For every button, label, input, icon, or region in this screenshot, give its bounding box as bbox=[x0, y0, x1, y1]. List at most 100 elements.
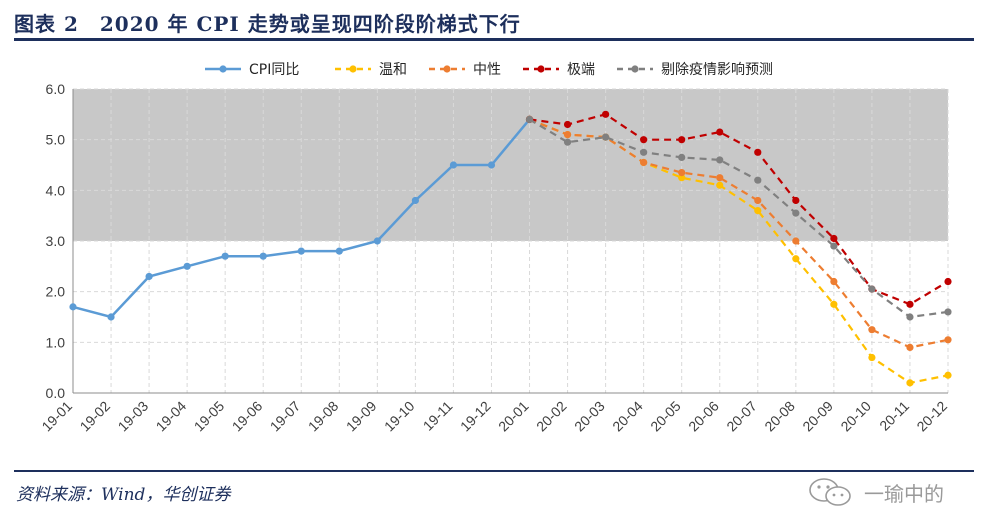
x-tick-label: 19-10 bbox=[381, 398, 418, 435]
data-point bbox=[792, 196, 800, 205]
y-tick-label: 6.0 bbox=[46, 81, 66, 97]
data-point bbox=[830, 234, 838, 243]
data-point bbox=[640, 148, 648, 156]
data-point bbox=[754, 148, 762, 156]
data-point bbox=[716, 181, 724, 189]
data-point bbox=[868, 285, 876, 293]
data-point bbox=[678, 174, 686, 182]
y-tick-label: 4.0 bbox=[46, 182, 66, 198]
data-point bbox=[525, 115, 534, 123]
data-point bbox=[792, 237, 800, 245]
data-point bbox=[754, 176, 762, 184]
x-tick-label: 19-03 bbox=[115, 398, 152, 435]
x-tick-label: 20-06 bbox=[685, 398, 722, 435]
data-point bbox=[906, 379, 914, 387]
data-point bbox=[69, 303, 77, 311]
chart-title: 图表 2 2020 年 CPI 走势或呈现四阶段阶梯式下行 bbox=[14, 12, 521, 36]
legend-label: 极端 bbox=[567, 62, 595, 78]
data-point bbox=[297, 247, 305, 255]
watermark-text: 一瑜中的 bbox=[864, 482, 944, 506]
wechat-icon bbox=[809, 478, 851, 506]
data-point bbox=[602, 110, 610, 118]
report-header: 图表 2 2020 年 CPI 走势或呈现四阶段阶梯式下行 bbox=[0, 0, 988, 44]
x-tick-label: 20-11 bbox=[876, 398, 912, 434]
data-point bbox=[602, 133, 610, 141]
x-tick-label: 19-07 bbox=[267, 398, 304, 435]
data-point bbox=[868, 326, 876, 334]
x-tick-label: 19-08 bbox=[305, 398, 342, 435]
data-point bbox=[944, 336, 952, 344]
data-point bbox=[563, 131, 572, 139]
x-tick-label: 19-06 bbox=[229, 398, 266, 435]
series-line bbox=[529, 118, 949, 349]
data-point bbox=[411, 196, 419, 205]
x-tick-label: 20-10 bbox=[837, 398, 874, 435]
x-tick-label: 20-02 bbox=[533, 398, 570, 435]
data-point bbox=[716, 174, 724, 182]
data-point bbox=[107, 313, 115, 321]
x-tick-label: 19-01 bbox=[38, 398, 75, 435]
shaded-band bbox=[73, 89, 948, 241]
data-point bbox=[640, 158, 648, 167]
data-point bbox=[563, 138, 572, 146]
cpi-chart: 0.01.02.03.04.05.06.019-01 19-02 19-03 19-0… bbox=[38, 62, 952, 435]
data-point bbox=[259, 252, 267, 260]
legend-marker bbox=[537, 65, 545, 73]
data-point bbox=[830, 242, 838, 250]
legend-marker bbox=[349, 65, 357, 73]
data-point bbox=[792, 209, 800, 217]
data-point bbox=[716, 156, 724, 164]
data-point bbox=[868, 353, 876, 362]
x-tick-label: 19-12 bbox=[457, 398, 494, 435]
data-point bbox=[906, 313, 914, 321]
data-point bbox=[944, 277, 952, 286]
data-point bbox=[830, 277, 838, 286]
data-point bbox=[754, 196, 762, 205]
legend-label: CPI同比 bbox=[249, 62, 299, 78]
data-point bbox=[792, 255, 800, 263]
data-point bbox=[754, 207, 762, 215]
x-tick-label: 20-01 bbox=[495, 398, 532, 435]
watermark: 一瑜中的 bbox=[804, 474, 980, 510]
x-tick-label: 20-03 bbox=[571, 398, 608, 435]
x-tick-label: 19-09 bbox=[343, 398, 380, 435]
data-point bbox=[906, 300, 914, 308]
data-point bbox=[183, 262, 191, 270]
x-tick-label: 20-09 bbox=[799, 398, 836, 435]
data-point bbox=[944, 371, 952, 379]
x-tick-label: 20-05 bbox=[647, 398, 684, 435]
data-point bbox=[487, 161, 496, 169]
x-tick-label: 19-04 bbox=[153, 398, 190, 435]
data-point bbox=[373, 237, 381, 245]
y-tick-label: 2.0 bbox=[46, 284, 66, 300]
data-point bbox=[221, 252, 229, 260]
data-point bbox=[678, 136, 686, 144]
y-tick-label: 3.0 bbox=[46, 233, 66, 249]
legend-label: 温和 bbox=[379, 62, 407, 78]
data-point bbox=[716, 128, 724, 136]
legend-marker bbox=[443, 65, 451, 73]
x-tick-label: 20-08 bbox=[761, 398, 798, 435]
x-tick-label: 19-11 bbox=[420, 398, 456, 434]
footer-divider bbox=[14, 470, 974, 472]
y-tick-label: 0.0 bbox=[46, 385, 66, 401]
x-tick-label: 20-12 bbox=[913, 398, 950, 435]
data-point bbox=[906, 343, 914, 351]
x-tick-label: 20-04 bbox=[609, 398, 646, 435]
x-tick-label: 20-07 bbox=[723, 398, 760, 435]
data-point bbox=[678, 169, 686, 177]
y-tick-label: 1.0 bbox=[46, 334, 66, 350]
data-point bbox=[640, 136, 648, 144]
data-point bbox=[335, 247, 343, 255]
series-line bbox=[528, 118, 949, 319]
legend-marker bbox=[631, 65, 639, 73]
title-underline bbox=[14, 38, 974, 41]
series-line bbox=[529, 113, 949, 306]
data-point bbox=[563, 120, 572, 129]
legend-label: 中性 bbox=[473, 62, 501, 78]
legend-label: 剔除疫情影响预测 bbox=[661, 62, 773, 78]
x-tick-label: 19-02 bbox=[77, 398, 114, 435]
x-tick-label: 19-05 bbox=[191, 398, 228, 435]
y-tick-label: 5.0 bbox=[46, 132, 66, 148]
legend-marker bbox=[219, 65, 227, 73]
